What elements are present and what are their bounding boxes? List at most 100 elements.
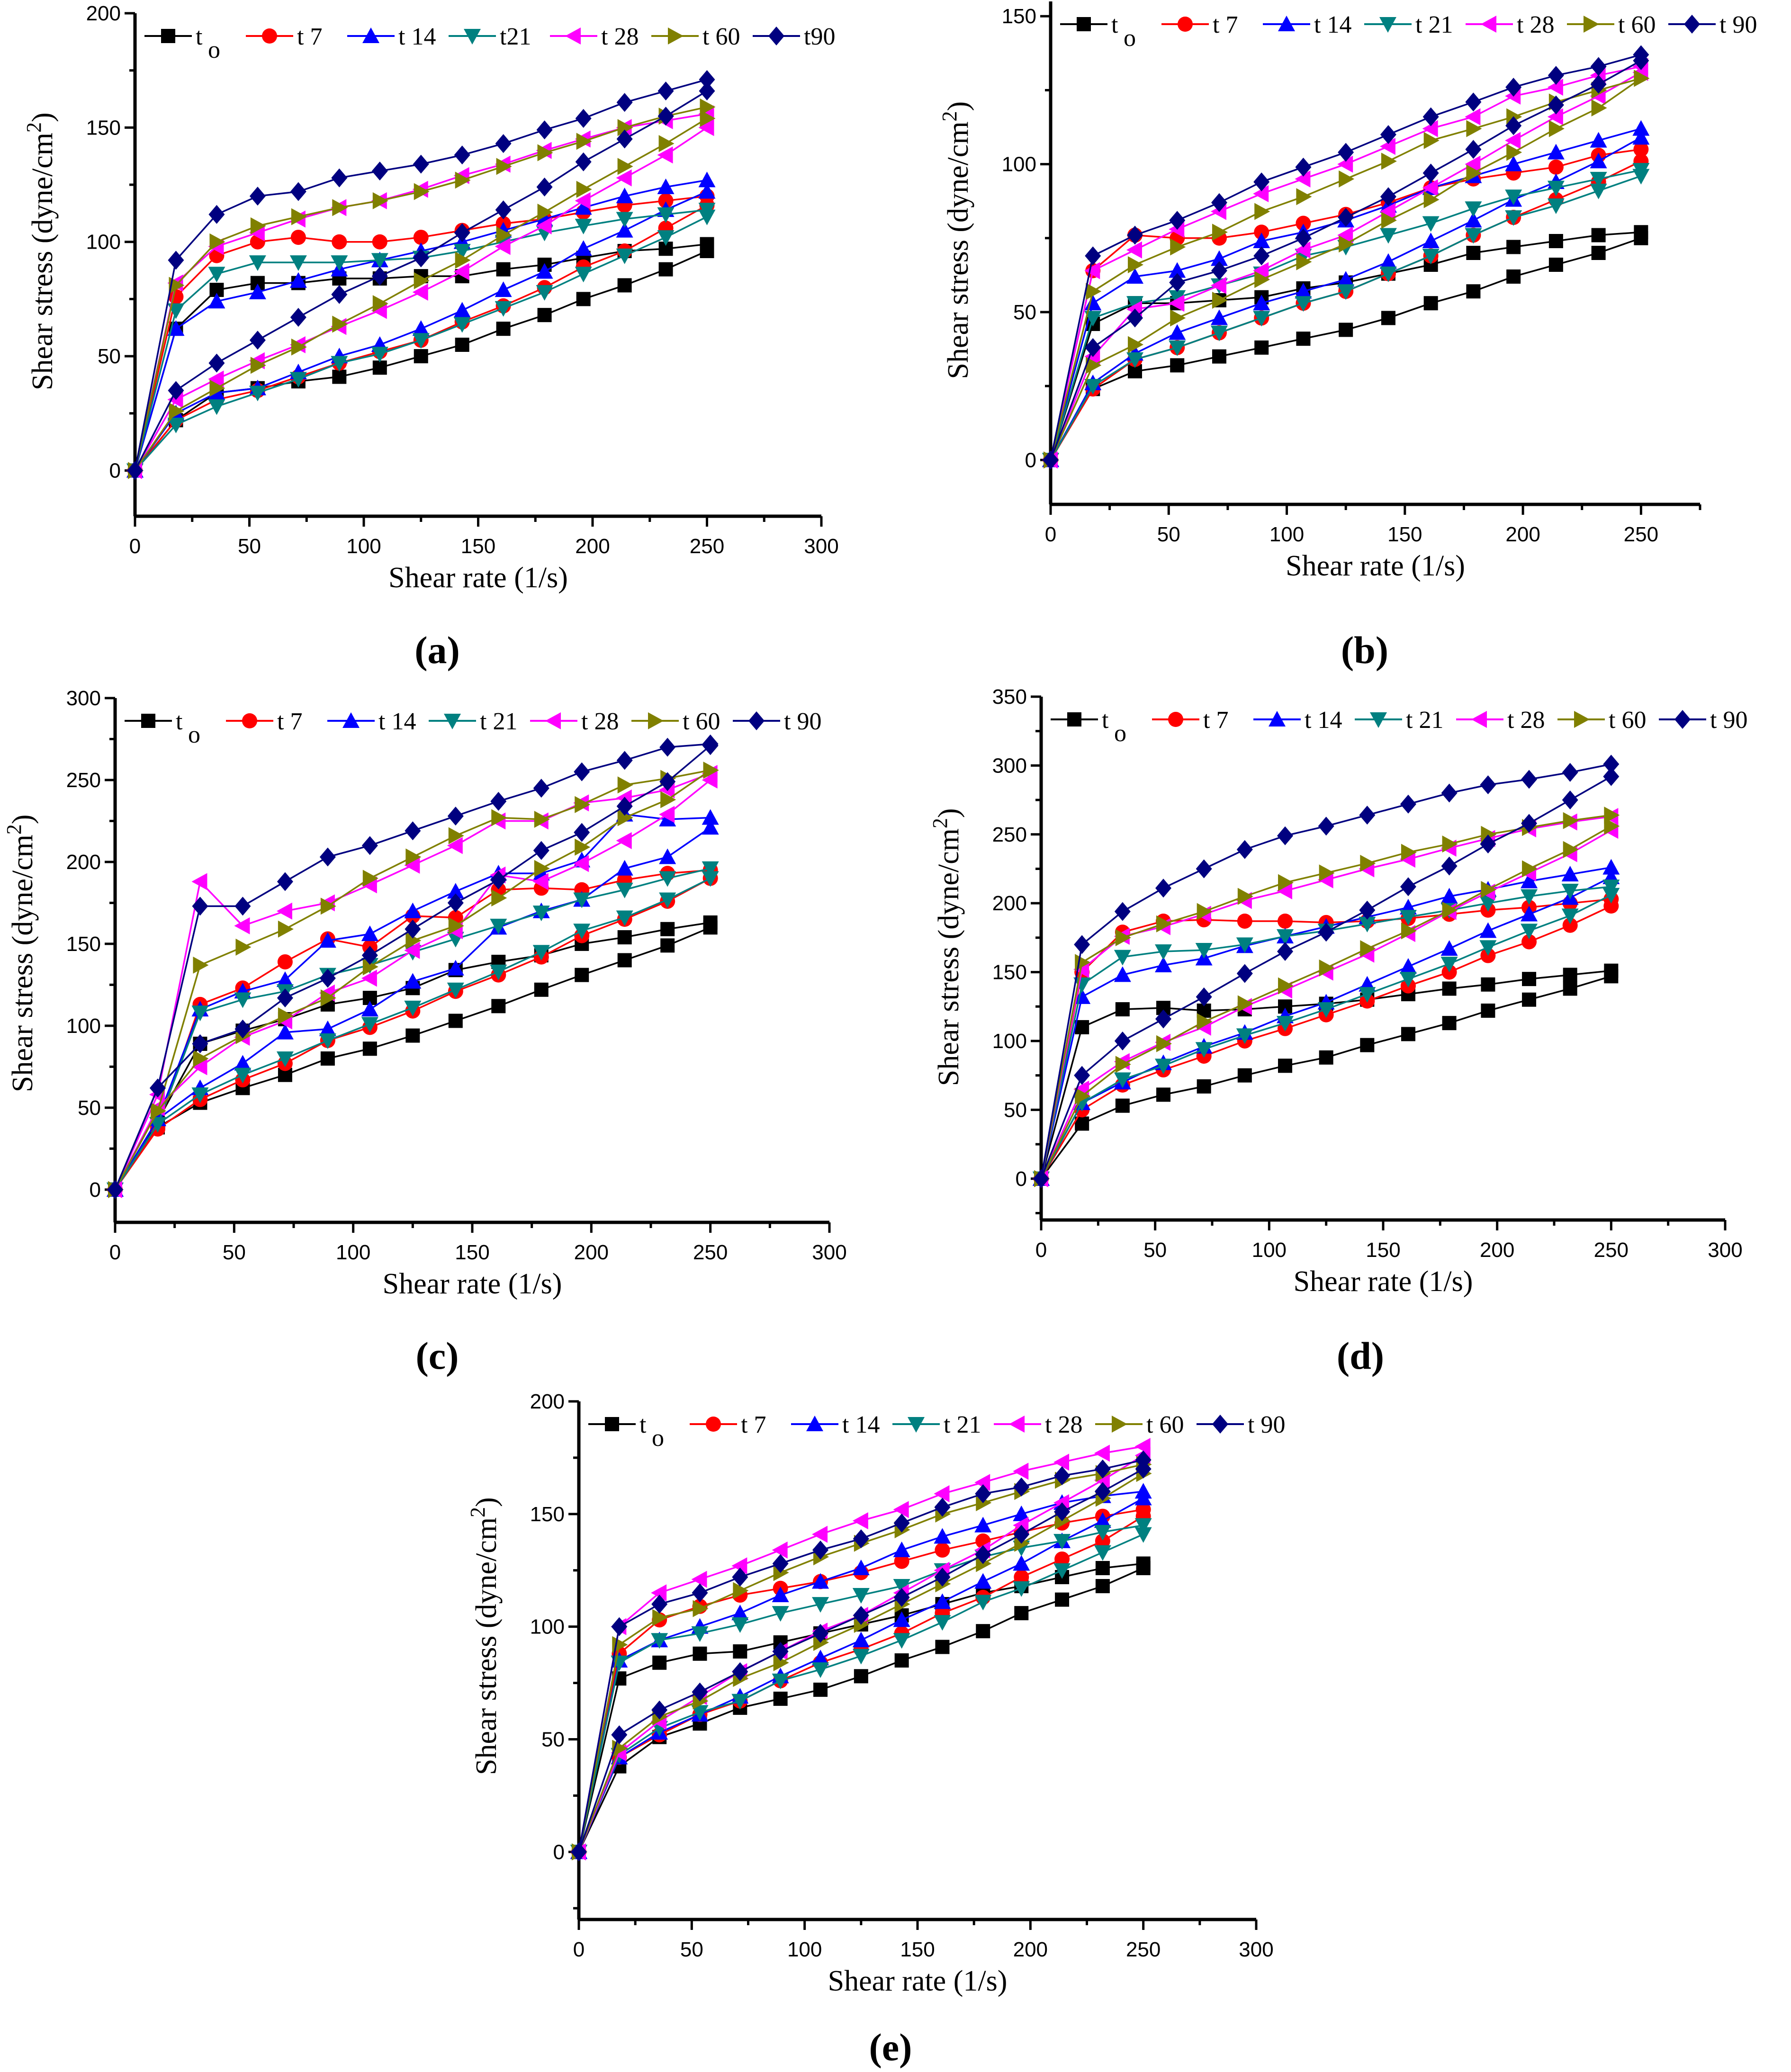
data-point-upper <box>1094 1525 1111 1541</box>
data-point-upper <box>772 1587 789 1603</box>
data-point-upper <box>1481 977 1495 992</box>
data-point-lower <box>404 1000 422 1016</box>
data-point-lower <box>1522 992 1537 1007</box>
data-point-lower <box>447 960 464 976</box>
data-point-lower <box>1422 163 1439 183</box>
data-point-lower <box>1337 284 1355 300</box>
data-point-lower <box>1506 269 1521 284</box>
data-point-lower <box>1253 311 1270 327</box>
x-tick-label: 50 <box>223 1241 246 1264</box>
x-tick-label: 200 <box>1480 1238 1514 1262</box>
data-point-lower <box>1195 1042 1213 1058</box>
y-axis-title-superscript: 2 <box>928 818 952 828</box>
data-point-upper <box>731 1605 749 1621</box>
data-point-lower <box>1563 981 1577 996</box>
panel-b: 0 50 100 150 200 250 0 50 100 150 Shear rate (1/s)… <box>938 1 1757 672</box>
y-tick-label: 300 <box>992 754 1027 777</box>
data-point-lower <box>1317 1002 1335 1018</box>
series-t90 <box>1033 754 1620 1188</box>
data-point-lower <box>1522 860 1538 878</box>
data-point-lower <box>659 772 676 791</box>
data-point-lower <box>412 333 430 349</box>
y-axis-title: Shear stress (dyne/cm2) <box>938 101 974 379</box>
legend-item: t 7 <box>226 708 302 735</box>
data-point-lower <box>1197 1079 1211 1094</box>
legend-marker <box>1067 712 1081 727</box>
data-point-upper <box>1338 143 1354 162</box>
data-point-upper <box>1603 754 1620 774</box>
data-point-lower <box>361 969 377 987</box>
data-point-lower <box>362 958 378 976</box>
data-point-upper <box>1211 193 1227 212</box>
data-point-lower <box>852 1649 870 1665</box>
data-point-lower <box>1521 906 1538 922</box>
x-tick-label: 250 <box>690 535 724 558</box>
data-point-lower <box>495 301 512 317</box>
x-tick-label: 150 <box>455 1241 489 1264</box>
data-point-upper <box>332 199 348 216</box>
data-point-lower <box>536 285 553 301</box>
data-point-lower <box>1254 271 1270 288</box>
x-tick-label: 150 <box>1366 1238 1400 1262</box>
data-point-upper <box>934 1528 951 1544</box>
data-point-lower <box>1465 228 1482 244</box>
data-point-upper <box>1602 859 1620 875</box>
y-tick-label: 150 <box>992 961 1027 984</box>
data-point-upper <box>1521 770 1538 789</box>
data-point-lower <box>278 1007 294 1025</box>
legend-label: t 14 <box>1314 11 1351 38</box>
data-point-lower <box>1562 790 1578 810</box>
data-point-lower <box>1095 1579 1110 1594</box>
data-point-lower <box>1590 74 1607 94</box>
data-point-lower <box>1236 1028 1253 1044</box>
legend-label: t 28 <box>581 708 619 735</box>
data-point-lower <box>1379 253 1397 269</box>
data-point-upper <box>490 918 507 934</box>
data-point-upper <box>935 1542 950 1558</box>
data-point-upper <box>1210 250 1228 266</box>
data-point-upper <box>1115 929 1131 946</box>
data-point-upper <box>852 1512 868 1530</box>
data-point-upper <box>276 902 292 920</box>
data-point-lower <box>1521 934 1537 950</box>
data-point-lower <box>405 1028 420 1043</box>
data-point-upper <box>1522 972 1537 987</box>
data-point-lower <box>372 360 387 375</box>
data-point-upper <box>1169 262 1186 278</box>
data-point-upper <box>1169 290 1186 306</box>
data-point-lower <box>1440 957 1458 973</box>
data-point-lower <box>1253 246 1270 266</box>
data-point-lower <box>532 945 550 961</box>
y-tick-label: 0 <box>1025 448 1036 472</box>
data-point-lower <box>453 263 469 280</box>
legend-label: t 60 <box>702 23 740 50</box>
data-point-lower <box>234 1067 252 1084</box>
data-point-upper <box>1319 864 1335 882</box>
data-point-lower <box>1360 940 1376 958</box>
legend-item: t21 <box>449 23 531 50</box>
data-point-lower <box>496 226 512 244</box>
y-axis-title-close: ) <box>933 808 965 818</box>
data-point-lower <box>453 317 471 333</box>
data-point-lower <box>1196 987 1212 1006</box>
legend-item: t 90 <box>1659 707 1747 734</box>
data-point-lower <box>277 988 293 1008</box>
legend-marker <box>1178 17 1193 32</box>
data-point-lower <box>1013 1555 1030 1571</box>
data-point-lower <box>1277 942 1294 961</box>
data-point-upper <box>496 262 511 277</box>
data-point-lower <box>1295 283 1312 299</box>
legend-label: t 14 <box>398 23 436 50</box>
legend-marker <box>362 27 379 43</box>
data-point-upper <box>290 182 306 201</box>
data-point-lower <box>168 381 184 400</box>
x-tick-label: 0 <box>109 1241 121 1264</box>
data-point-lower <box>1401 922 1417 940</box>
data-point-upper <box>573 892 591 908</box>
data-point-lower <box>1422 249 1440 265</box>
data-point-lower <box>617 809 633 826</box>
y-tick-label: 300 <box>66 687 101 710</box>
data-point-upper <box>1466 246 1481 260</box>
data-point-lower <box>773 1654 789 1671</box>
data-point-lower <box>191 1058 207 1076</box>
